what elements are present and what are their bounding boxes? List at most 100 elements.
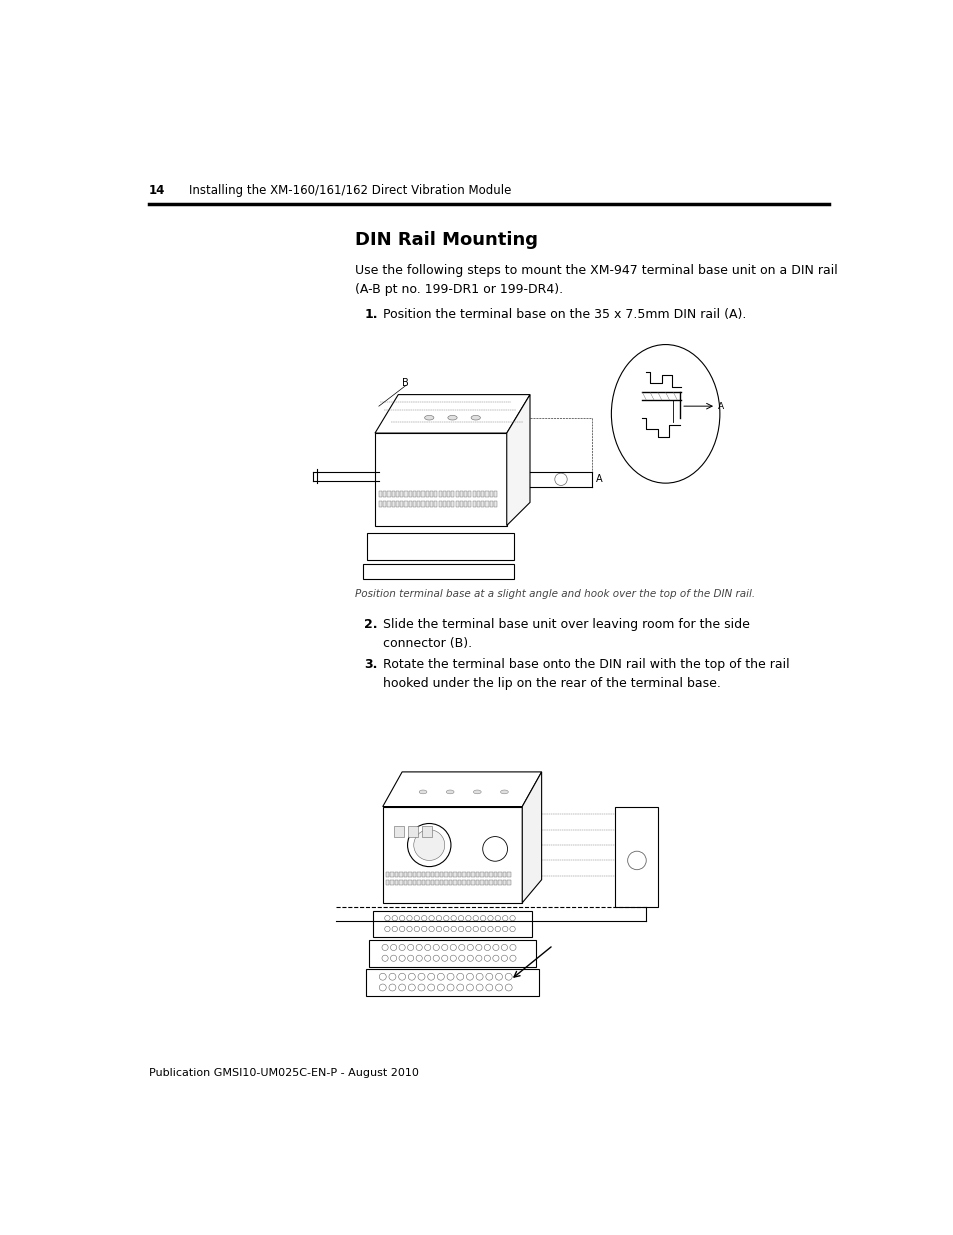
Bar [453,872,456,877]
Circle shape [484,568,491,574]
Circle shape [447,984,454,990]
Text: B: B [402,378,409,388]
Circle shape [450,955,456,961]
Circle shape [416,955,422,961]
Circle shape [414,926,419,931]
Circle shape [433,945,439,951]
Circle shape [427,984,435,990]
Bar [448,879,452,885]
Circle shape [450,945,456,951]
Circle shape [406,538,412,543]
Text: Slide the terminal base unit over leaving room for the side
connector (B).: Slide the terminal base unit over leavin… [382,618,749,650]
Bar [489,501,493,508]
Text: Publication GMSI10-UM025C-EN-P - August 2010: Publication GMSI10-UM025C-EN-P - August … [149,1068,418,1078]
Bar [447,490,450,496]
Bar [413,501,416,508]
Circle shape [421,915,427,921]
Bar [395,501,398,508]
Bar [404,501,407,508]
Bar [408,826,417,837]
Circle shape [458,955,464,961]
Circle shape [467,955,473,961]
Circle shape [406,926,412,931]
Bar [444,872,447,877]
Circle shape [379,973,386,981]
Circle shape [466,984,473,990]
Bar [447,501,450,508]
Bar [434,501,436,508]
Bar [399,872,402,877]
Circle shape [495,915,500,921]
Ellipse shape [424,415,434,420]
Bar [456,501,458,508]
Circle shape [490,538,495,543]
Circle shape [427,973,435,981]
Bar [435,879,438,885]
Circle shape [500,955,507,961]
Bar [416,879,420,885]
Circle shape [484,945,490,951]
Bar [378,501,381,508]
Circle shape [469,538,474,543]
Circle shape [441,538,446,543]
Text: 1.: 1. [364,309,377,321]
Bar [421,490,424,496]
Circle shape [457,915,463,921]
Circle shape [385,550,391,556]
Circle shape [427,550,433,556]
Bar [502,872,506,877]
Bar [479,872,483,877]
Circle shape [381,945,388,951]
Text: 2.: 2. [364,618,377,631]
Circle shape [436,915,441,921]
Circle shape [461,550,467,556]
Circle shape [487,915,493,921]
Circle shape [466,973,473,981]
Circle shape [487,926,493,931]
Polygon shape [506,395,530,526]
Bar [484,879,488,885]
Ellipse shape [447,415,456,420]
Bar [485,490,488,496]
Circle shape [493,568,498,574]
Circle shape [417,973,424,981]
Bar [471,879,475,885]
Circle shape [495,926,500,931]
Bar [471,872,475,877]
Bar [476,490,479,496]
Circle shape [509,915,515,921]
Circle shape [408,984,415,990]
Circle shape [407,945,414,951]
Circle shape [509,945,516,951]
Bar [494,872,497,877]
Circle shape [473,926,478,931]
Polygon shape [382,806,521,903]
Bar [459,501,462,508]
Circle shape [422,568,429,574]
Circle shape [399,915,404,921]
Circle shape [476,984,482,990]
Bar [425,501,429,508]
Circle shape [433,955,439,961]
Circle shape [392,926,397,931]
Bar [442,490,445,496]
Bar [462,879,465,885]
Circle shape [408,973,415,981]
Circle shape [381,955,388,961]
Bar [453,879,456,885]
Bar [462,872,465,877]
Circle shape [416,945,422,951]
Bar [442,501,445,508]
Bar [413,490,416,496]
Circle shape [448,550,454,556]
Circle shape [420,538,425,543]
Bar [456,490,458,496]
Bar [444,879,447,885]
Bar [395,872,398,877]
Bar [404,490,407,496]
Circle shape [497,550,502,556]
Circle shape [407,824,451,867]
Ellipse shape [611,345,720,483]
Circle shape [390,945,396,951]
Circle shape [455,550,460,556]
